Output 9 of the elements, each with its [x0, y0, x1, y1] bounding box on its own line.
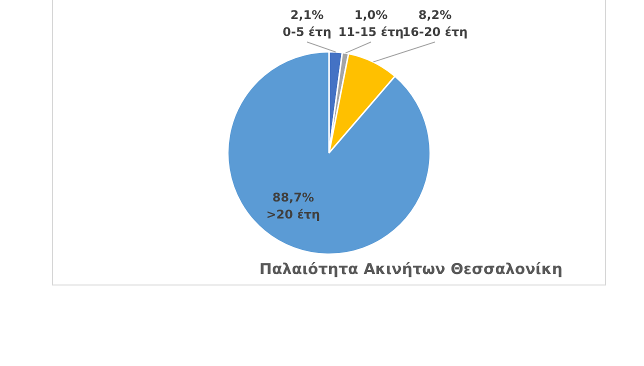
text: Παλαιότητα Ακινήτων Θεσσαλονίκη — [259, 260, 563, 278]
slice-label: 16-20 έτη — [402, 25, 468, 40]
data-label: 88,7% — [272, 190, 314, 205]
slice-label: 11-15 έτη — [338, 25, 404, 40]
data-label: 8,2% — [418, 8, 452, 22]
data-label: 1,0% — [354, 8, 388, 22]
slice-label: >20 έτη — [266, 208, 320, 222]
slice-label: 0-5 έτη — [282, 25, 332, 40]
data-label: 2,1% — [290, 8, 324, 22]
